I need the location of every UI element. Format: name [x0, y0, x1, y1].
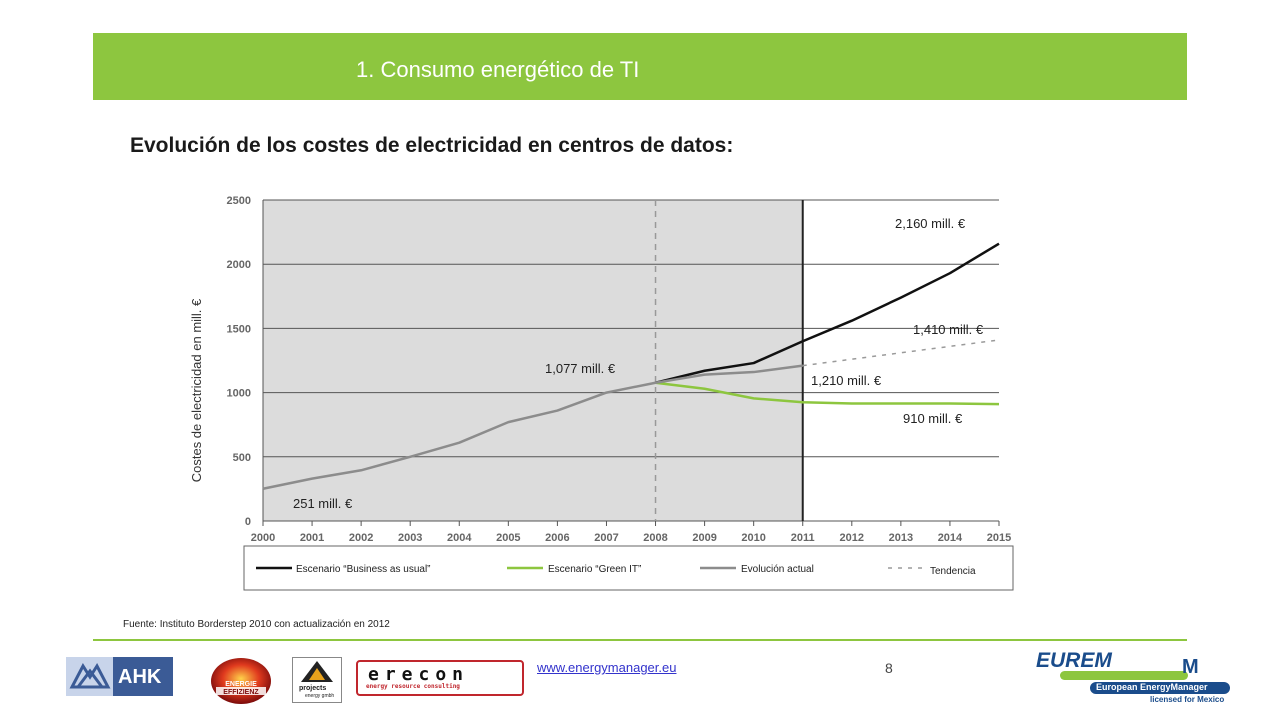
legend-label-0: Escenario “Business as usual”: [296, 564, 431, 575]
series-line-0: [655, 242, 1000, 384]
projects-logo: projects energy gmbh: [292, 657, 342, 703]
eurem-logo-text: EUREM: [1036, 649, 1112, 672]
x-tick-label: 2003: [398, 532, 422, 544]
ahk-emblem-icon: [66, 657, 113, 696]
y-tick-label: 500: [233, 452, 251, 464]
y-axis-label: Costes de electricidad en mill. €: [189, 298, 204, 482]
x-tick-label: 2015: [987, 532, 1011, 544]
y-tick-label: 2500: [227, 195, 251, 207]
legend-label-3: Tendencia: [930, 566, 976, 577]
ahk-logo: AHK: [66, 657, 173, 696]
slide-section-title: 1. Consumo energético de TI: [356, 57, 640, 82]
eurem-blue-band: [1090, 682, 1230, 694]
x-tick-label: 2011: [791, 532, 815, 544]
data-label: 1,410 mill. €: [913, 322, 984, 337]
ee-logo-line2: EFFIZIENZ: [223, 689, 259, 696]
erecon-logo-text: erecon: [368, 664, 470, 685]
ee-logo-line1: ENERGIE: [225, 681, 257, 688]
x-tick-label: 2004: [447, 532, 472, 544]
erecon-logo: erecon energy resource consulting: [356, 660, 524, 696]
data-label: 251 mill. €: [293, 496, 353, 511]
data-label: 1,077 mill. €: [545, 361, 616, 376]
eurem-m-mark: M: [1182, 656, 1199, 678]
series-line-2: [262, 364, 803, 490]
y-tick-label: 1500: [227, 323, 251, 335]
x-tick-label: 2010: [741, 532, 765, 544]
projects-triangle-icon: [301, 661, 333, 682]
y-tick-label: 2000: [227, 259, 251, 271]
data-label: 2,160 mill. €: [895, 216, 966, 231]
x-tick-label: 2000: [251, 532, 275, 544]
x-tick-label: 2002: [349, 532, 373, 544]
slide-heading: Evolución de los costes de electricidad …: [130, 134, 734, 157]
ahk-logo-text: AHK: [118, 666, 162, 688]
projects-logo-text: projects: [299, 685, 327, 692]
eurem-logo: EUREM M European EnergyManager licensed …: [1032, 648, 1232, 706]
eurem-logo-sub: European EnergyManager: [1096, 682, 1208, 692]
x-tick-label: 2009: [692, 532, 716, 544]
projects-logo-sub: energy gmbh: [305, 693, 335, 699]
x-tick-label: 2013: [889, 532, 913, 544]
x-tick-label: 2005: [496, 532, 520, 544]
x-tick-label: 2014: [938, 532, 963, 544]
x-tick-label: 2001: [300, 532, 324, 544]
legend-box: [243, 545, 1014, 591]
recent-shaded-region: [655, 200, 803, 521]
source-note: Fuente: Instituto Borderstep 2010 con ac…: [123, 619, 390, 630]
data-label: 910 mill. €: [903, 411, 963, 426]
x-tick-label: 2006: [545, 532, 569, 544]
series-line-1: [655, 381, 1000, 406]
historical-shaded-region: [263, 200, 656, 521]
x-tick-label: 2008: [643, 532, 667, 544]
x-tick-label: 2012: [840, 532, 864, 544]
eurem-green-band: [1060, 671, 1188, 680]
y-tick-label: 0: [245, 516, 251, 528]
legend-label-1: Escenario “Green IT”: [548, 564, 641, 575]
eurem-logo-licensed: licensed for Mexico: [1150, 695, 1225, 704]
data-label: 1,210 mill. €: [811, 373, 882, 388]
footer-divider: [93, 639, 1187, 641]
legend-label-2: Evolución actual: [741, 564, 814, 575]
website-link[interactable]: www.energymanager.eu: [537, 660, 677, 675]
series-line-3: [802, 339, 1000, 367]
energie-effizienz-logo: ENERGIE EFFIZIENZ: [210, 657, 272, 705]
page-number: 8: [885, 660, 893, 676]
erecon-logo-sub: energy resource consulting: [366, 683, 460, 690]
x-tick-label: 2007: [594, 532, 618, 544]
header-bar: 1. Consumo energético de TI: [93, 33, 1187, 100]
y-tick-label: 1000: [227, 388, 251, 400]
